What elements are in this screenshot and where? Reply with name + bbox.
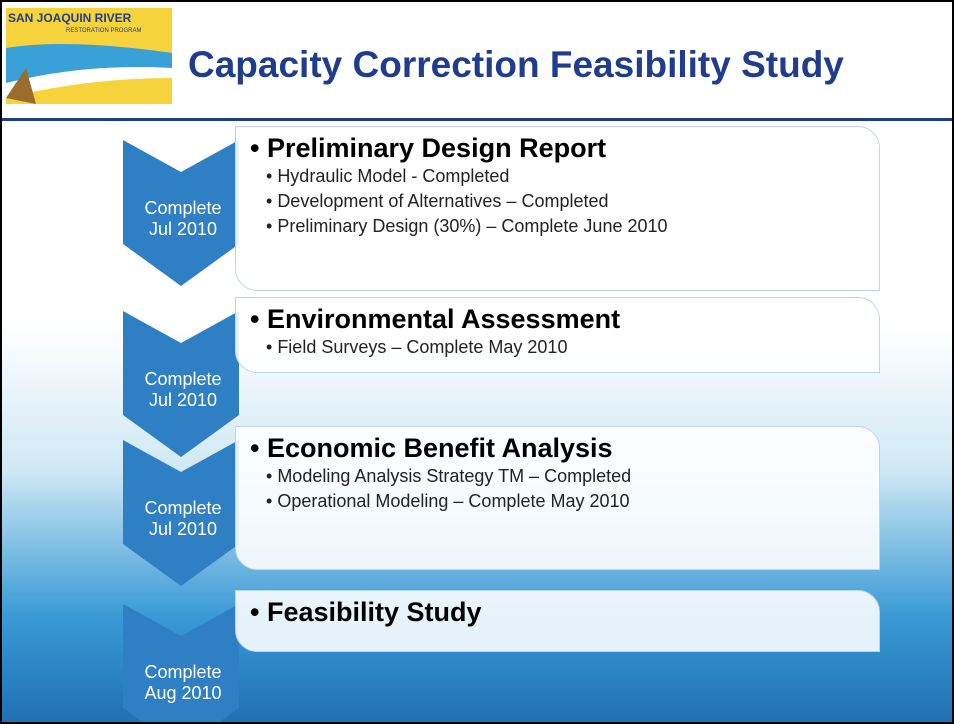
step-heading: • Environmental Assessment (250, 304, 621, 334)
item-text: Modeling Analysis Strategy TM – Complete… (277, 466, 632, 486)
chevron (123, 604, 239, 724)
step-status: Complete (144, 498, 222, 518)
item-text: Development of Alternatives – Completed (277, 191, 609, 211)
chevron (123, 440, 239, 586)
step-heading: • Preliminary Design Report (250, 133, 607, 163)
step-box: • Environmental Assessment • Field Survey… (235, 297, 880, 373)
step-heading: • Economic Benefit Analysis (250, 433, 613, 463)
step-date: Jul 2010 (148, 390, 218, 410)
logo-text: SAN JOAQUIN RIVER (8, 11, 132, 25)
step-box: • Preliminary Design Report • Hydraulic M… (235, 126, 880, 291)
step-label: Complete Jul 2010 (128, 198, 238, 240)
logo-subtext: RESTORATION PROGRAM (66, 28, 141, 34)
item-text: Field Surveys – Complete May 2010 (277, 337, 568, 357)
step-label: Complete Aug 2010 (128, 662, 238, 704)
chevron (123, 140, 239, 286)
step-item: • Operational Modeling – Complete May 20… (266, 491, 630, 511)
logo: SAN JOAQUIN RIVER RESTORATION PROGRAM (6, 8, 172, 104)
step-box: • Feasibility Study (235, 590, 880, 652)
step-label: Complete Jul 2010 (128, 498, 238, 540)
step-label: Complete Jul 2010 (128, 369, 238, 411)
step-date: Aug 2010 (144, 683, 222, 703)
heading-text: Environmental Assessment (266, 304, 621, 334)
step-item: • Field Surveys – Complete May 2010 (266, 337, 568, 357)
step-item: • Hydraulic Model - Completed (266, 166, 510, 186)
slide-title: Capacity Correction Feasibility Study (188, 44, 844, 85)
item-text: Operational Modeling – Complete May 2010 (277, 491, 630, 511)
item-text: Preliminary Design (30%) – Complete June… (277, 216, 668, 236)
chevron (123, 311, 239, 457)
heading-text: Feasibility Study (266, 597, 482, 627)
heading-text: Economic Benefit Analysis (266, 433, 613, 463)
step-status: Complete (144, 662, 222, 682)
heading-text: Preliminary Design Report (266, 133, 607, 163)
step-status: Complete (144, 369, 222, 389)
step-date: Jul 2010 (148, 219, 218, 239)
step-status: Complete (144, 198, 222, 218)
step-heading: • Feasibility Study (250, 597, 482, 627)
step-item: • Preliminary Design (30%) – Complete Ju… (266, 216, 668, 236)
step-item: • Development of Alternatives – Complete… (266, 191, 609, 211)
step-box: • Economic Benefit Analysis • Modeling An… (235, 426, 880, 570)
step-item: • Modeling Analysis Strategy TM – Comple… (266, 466, 632, 486)
step-date: Jul 2010 (148, 519, 218, 539)
item-text: Hydraulic Model - Completed (277, 166, 510, 186)
divider (0, 118, 954, 121)
